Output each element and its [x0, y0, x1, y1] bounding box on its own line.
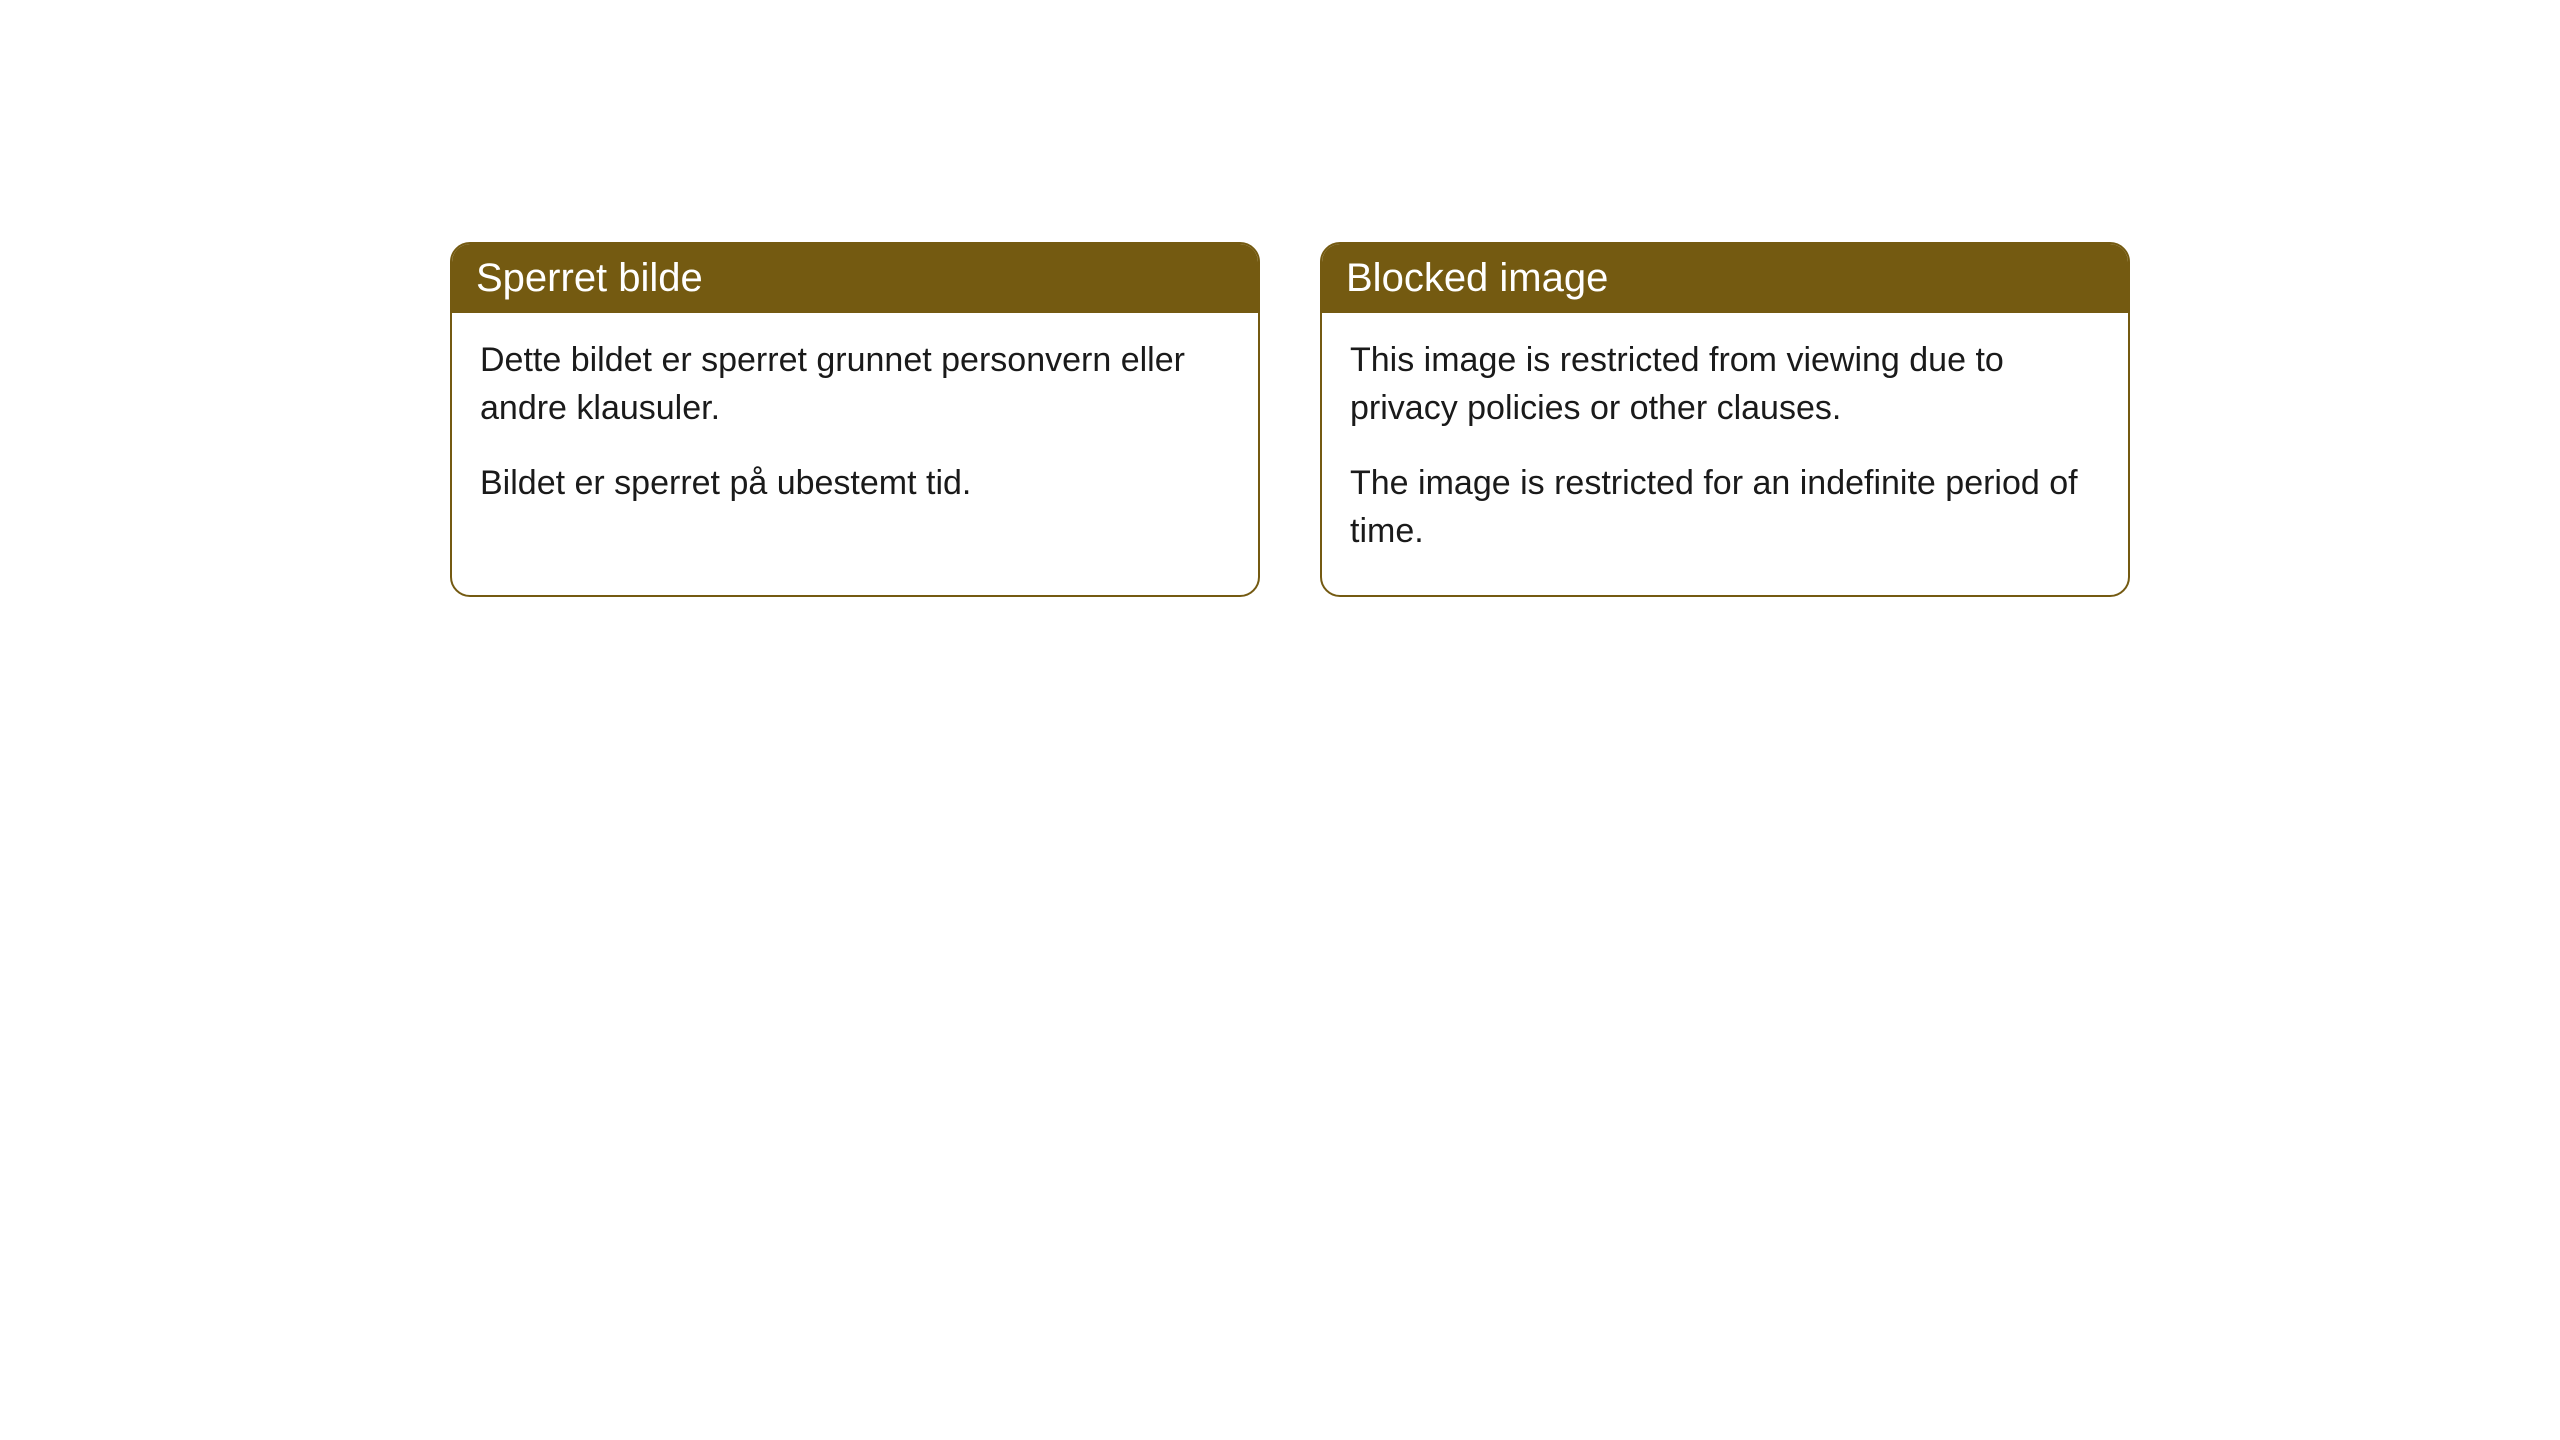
- card-body-english: This image is restricted from viewing du…: [1322, 313, 2128, 595]
- blocked-image-card-norwegian: Sperret bilde Dette bildet er sperret gr…: [450, 242, 1260, 597]
- card-title-english: Blocked image: [1322, 244, 2128, 313]
- notice-container: Sperret bilde Dette bildet er sperret gr…: [0, 0, 2560, 597]
- card-text-1-norwegian: Dette bildet er sperret grunnet personve…: [480, 337, 1230, 432]
- card-text-2-english: The image is restricted for an indefinit…: [1350, 460, 2100, 555]
- card-text-2-norwegian: Bildet er sperret på ubestemt tid.: [480, 460, 1230, 508]
- card-text-1-english: This image is restricted from viewing du…: [1350, 337, 2100, 432]
- card-body-norwegian: Dette bildet er sperret grunnet personve…: [452, 313, 1258, 548]
- card-title-norwegian: Sperret bilde: [452, 244, 1258, 313]
- blocked-image-card-english: Blocked image This image is restricted f…: [1320, 242, 2130, 597]
